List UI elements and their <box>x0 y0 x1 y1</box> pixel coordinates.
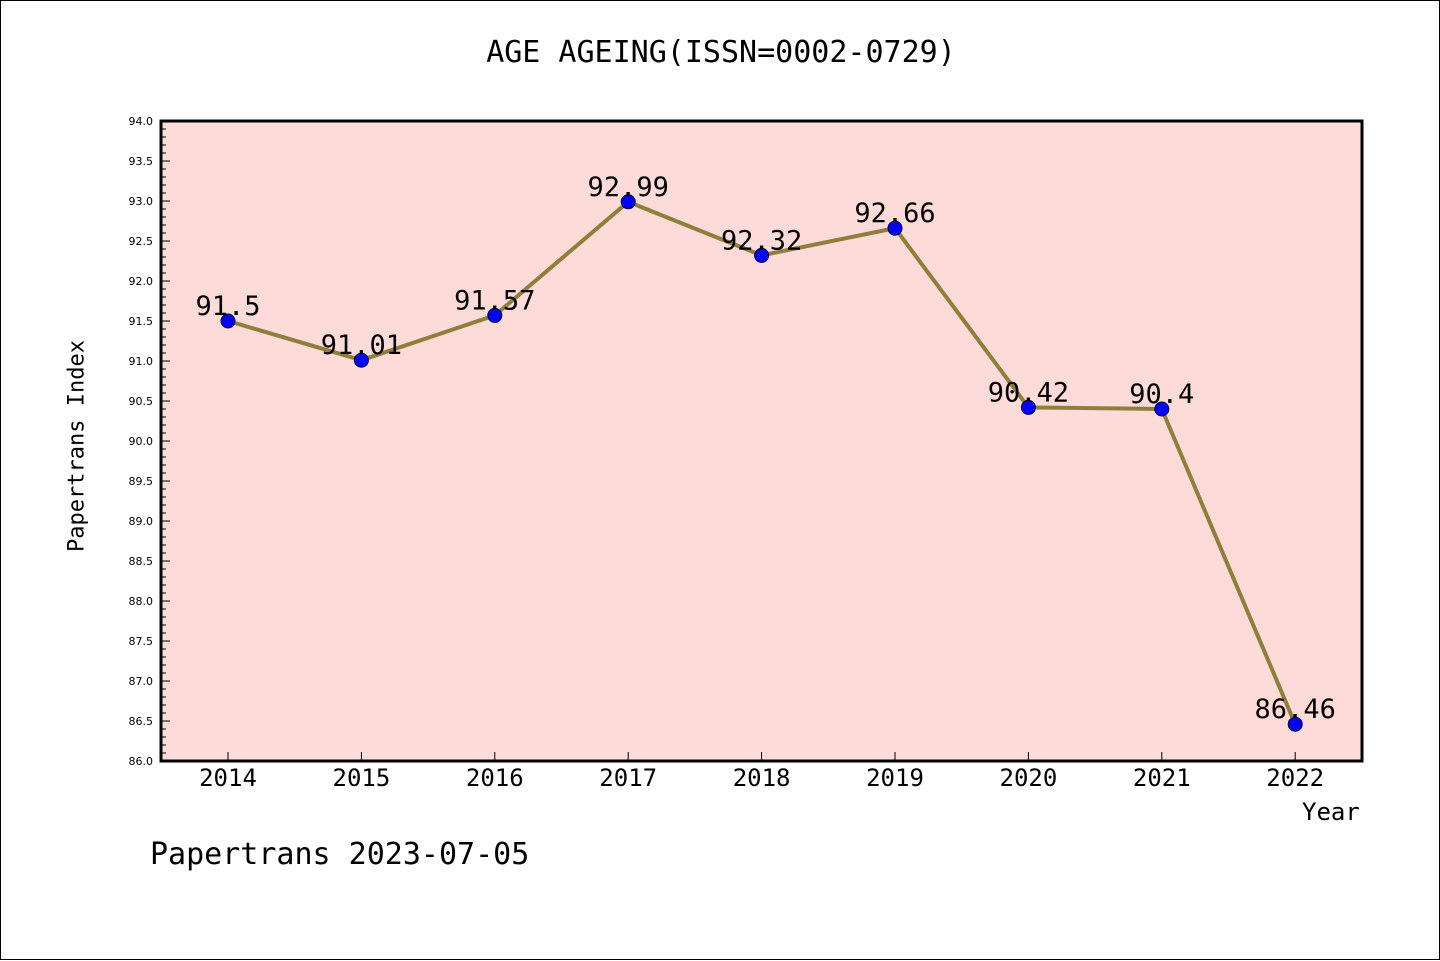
y-axis: 86.0 86.5 87.0 87.5 88.0 88.5 89.0 89.5 90.0 90.5… <box>129 115 170 768</box>
x-axis: 2014 2015 2016 2017 2018 2019 2020 2021 2022 <box>199 752 1324 792</box>
data-label: 86.46 <box>1255 694 1336 725</box>
data-point <box>1020 399 1036 415</box>
data-point <box>220 313 236 329</box>
x-tick-label: 2021 <box>1133 764 1191 792</box>
data-label: 92.99 <box>588 172 669 203</box>
data-label: 90.4 <box>1129 379 1194 410</box>
y-tick-label: 92.0 <box>129 275 154 288</box>
plot-area <box>161 121 1362 761</box>
plot-border <box>159 119 1364 763</box>
data-point <box>754 247 770 263</box>
data-label: 92.32 <box>721 225 802 256</box>
data-point <box>1287 716 1303 732</box>
data-labels: 91.5 91.01 91.57 92.99 92.32 92.66 90.42 90.4 86… <box>195 172 1335 725</box>
x-tick-label: 2019 <box>866 764 924 792</box>
x-tick-label: 2018 <box>733 764 791 792</box>
footer-credit: Papertrans 2023-07-05 <box>150 837 530 872</box>
y-tick-label: 87.5 <box>129 635 154 648</box>
data-label: 92.66 <box>854 198 935 229</box>
x-tick-label: 2015 <box>333 764 391 792</box>
y-tick-label: 86.0 <box>129 755 154 768</box>
x-tick-label: 2022 <box>1266 764 1324 792</box>
data-label: 90.42 <box>988 377 1069 408</box>
x-tick-label: 2016 <box>466 764 524 792</box>
x-axis-label: Year <box>1302 798 1360 826</box>
y-tick-label: 93.0 <box>129 195 154 208</box>
data-point <box>1154 401 1170 417</box>
y-tick-label: 91.5 <box>129 315 154 328</box>
data-label: 91.57 <box>454 285 535 316</box>
y-tick-label: 87.0 <box>129 675 154 688</box>
y-tick-label: 91.0 <box>129 355 154 368</box>
y-tick-label: 94.0 <box>129 115 154 128</box>
y-tick-label: 93.5 <box>129 155 154 168</box>
data-label: 91.01 <box>321 330 402 361</box>
y-tick-label: 89.5 <box>129 475 154 488</box>
chart-title: AGE AGEING(ISSN=0002-0729) <box>486 35 956 70</box>
series-markers <box>220 194 1303 732</box>
x-tick-label: 2014 <box>199 764 257 792</box>
y-tick-label: 92.5 <box>129 235 154 248</box>
data-point <box>887 220 903 236</box>
x-tick-label: 2017 <box>599 764 657 792</box>
x-tick-label: 2020 <box>1000 764 1058 792</box>
y-tick-label: 89.0 <box>129 515 154 528</box>
data-point <box>487 307 503 323</box>
y-tick-label: 88.0 <box>129 595 154 608</box>
data-label: 91.5 <box>195 291 260 322</box>
y-tick-label: 90.5 <box>129 395 154 408</box>
y-tick-label: 86.5 <box>129 715 154 728</box>
y-tick-label: 90.0 <box>129 435 154 448</box>
y-tick-label: 88.5 <box>129 555 154 568</box>
data-point <box>353 352 369 368</box>
data-point <box>620 194 636 210</box>
